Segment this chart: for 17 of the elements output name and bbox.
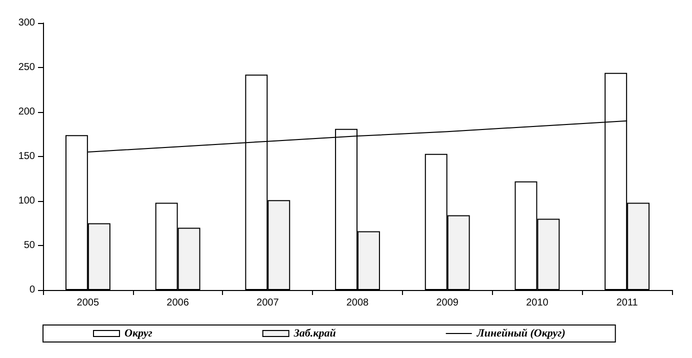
y-tick-label: 150 — [18, 151, 36, 162]
legend-label: Округ — [124, 328, 152, 340]
x-tick-label: 2005 — [76, 298, 100, 308]
x-tick-label: 2008 — [346, 298, 370, 308]
legend-label: Заб.край — [292, 328, 336, 340]
x-tick-label: 2011 — [616, 298, 638, 308]
y-tick-label: 50 — [24, 240, 36, 251]
y-tick-label: 0 — [29, 284, 36, 296]
y-tick-label: 200 — [18, 106, 36, 118]
y-tick-label: 100 — [18, 196, 36, 206]
legend-label: Линейный (Округ) — [476, 328, 566, 340]
x-tick-label: 2007 — [256, 298, 280, 308]
x-tick-label: 2009 — [436, 298, 459, 308]
y-tick-label: 300 — [18, 18, 36, 28]
x-tick-label: 2010 — [526, 298, 549, 308]
y-tick-label: 250 — [18, 62, 36, 73]
x-tick-label: 2006 — [166, 298, 190, 308]
